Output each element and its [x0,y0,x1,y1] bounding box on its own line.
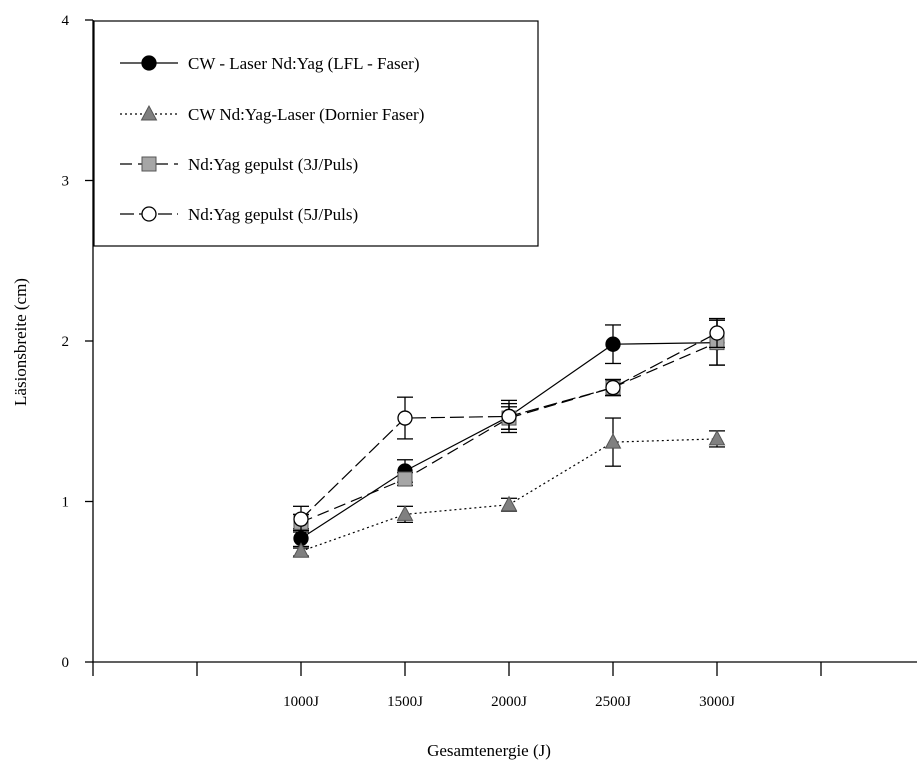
marker-circle-open [709,325,725,341]
marker-circle-filled [605,336,621,352]
legend-label: Nd:Yag gepulst (3J/Puls) [188,155,358,174]
legend: CW - Laser Nd:Yag (LFL - Faser) CW Nd:Yag… [93,20,539,247]
marker-circle-open [293,511,309,527]
y-axis-title: Läsionsbreite (cm) [11,278,30,406]
series-line [300,438,718,552]
y-tick-label: 4 [62,13,70,29]
y-tick-label: 1 [62,495,70,511]
legend-box [93,20,539,247]
y-tick-label: 0 [62,655,70,671]
legend-item: CW Nd:Yag-Laser (Dornier Faser) [120,104,424,124]
legend-item: CW - Laser Nd:Yag (LFL - Faser) [120,54,420,73]
x-tick-label: 1000J [283,694,319,710]
series-layer [292,317,726,558]
marker-circle-open [605,379,621,396]
marker-circle-open [501,408,517,425]
marker-triangle [604,433,622,449]
x-axis-title: Gesamtenergie (J) [427,741,551,760]
x-tick-label: 2000J [491,694,527,710]
marker-triangle [500,495,518,512]
series-4 [293,317,725,533]
x-tick-label: 3000J [699,694,735,710]
legend-label: Nd:Yag gepulst (5J/Puls) [188,205,358,224]
axes: 0 1 2 3 4 1000J 1500J 2000J 2500J 3000J [62,13,917,710]
legend-item: Nd:Yag gepulst (5J/Puls) [120,205,358,224]
marker-square [141,156,157,172]
legend-item: Nd:Yag gepulst (3J/Puls) [120,155,358,174]
marker-triangle [708,429,726,446]
marker-triangle [140,104,158,121]
marker-circle-open [141,206,157,222]
marker-circle-filled [141,55,157,71]
x-tick-label: 1500J [387,694,423,710]
series-1 [293,319,725,549]
marker-square [397,471,413,487]
marker-circle-open [397,410,413,426]
legend-label: CW Nd:Yag-Laser (Dornier Faser) [188,105,424,124]
marker-triangle [292,542,310,558]
series-line [300,342,718,523]
marker-triangle [396,505,414,521]
legend-label: CW - Laser Nd:Yag (LFL - Faser) [188,54,420,73]
series-2 [292,417,726,558]
y-tick-label: 2 [62,334,70,350]
y-tick-label: 3 [62,174,70,190]
x-tick-label: 2500J [595,694,631,710]
